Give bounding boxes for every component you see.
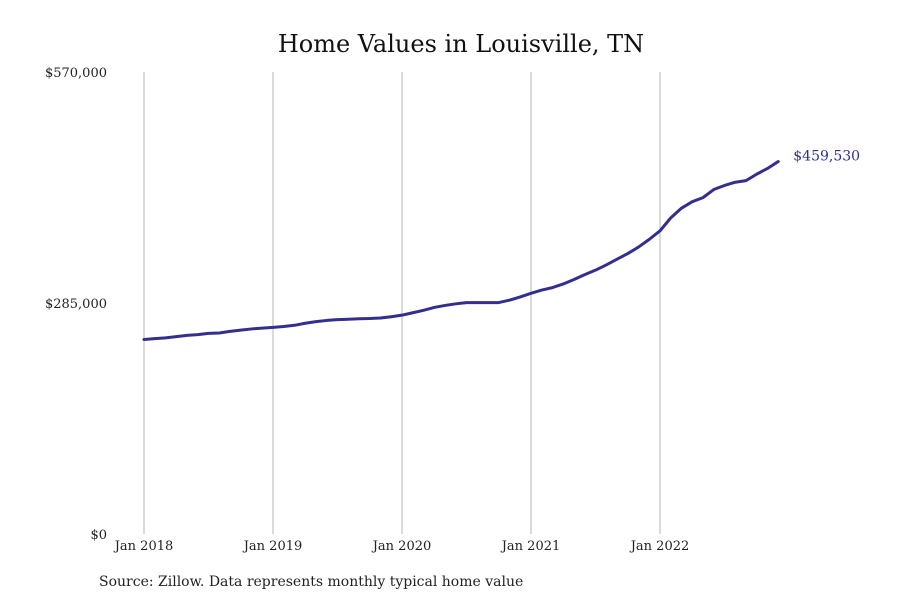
data-point [498,301,500,303]
data-point [637,246,639,248]
data-point [508,299,510,301]
x-tick-label: Jan 2021 [500,539,561,554]
data-point [143,338,145,340]
x-tick-label: Jan 2020 [371,539,432,554]
end-value-label: $459,530 [793,149,860,165]
data-point [573,278,575,280]
data-point [745,179,747,181]
data-point [283,325,285,327]
data-point [605,264,607,266]
data-point [293,324,295,326]
data-point [766,167,768,169]
data-point [659,230,661,232]
data-point [648,238,650,240]
data-point [207,332,209,334]
x-axis-ticks: Jan 2018 Jan 2019 Jan 2020 Jan 2021 Jan 2022 [113,539,690,554]
series-layer: $459,530 [142,149,860,341]
y-tick-label: $285,000 [45,297,107,312]
data-point [369,317,371,319]
gridlines [143,72,661,534]
data-point [627,252,629,254]
data-point [691,200,693,202]
data-point [616,258,618,260]
data-point [756,173,758,175]
data-point [315,320,317,322]
chart-title: Home Values in Louisville, TN [278,30,644,58]
data-point [476,301,478,303]
data-point [229,330,231,332]
data-point [734,181,736,183]
data-point [272,326,274,328]
data-point [530,292,532,294]
data-point [594,269,596,271]
x-tick-label: Jan 2018 [113,539,174,554]
data-point [444,304,446,306]
data-point [551,286,553,288]
data-point [379,317,381,319]
data-point [562,283,564,285]
series-line [142,160,780,341]
data-point [218,332,220,334]
y-tick-label: $570,000 [45,66,107,81]
data-point [186,334,188,336]
data-point [455,303,457,305]
x-tick-label: Jan 2019 [242,539,303,554]
data-point [422,309,424,311]
data-point [154,337,156,339]
data-point [250,328,252,330]
y-tick-label: $0 [90,528,107,543]
data-point [164,337,166,339]
data-point [326,319,328,321]
data-point [777,160,779,162]
data-point [175,335,177,337]
data-point [401,314,403,316]
data-point [713,188,715,190]
data-point [304,322,306,324]
data-point [702,196,704,198]
data-point [347,318,349,320]
data-point [680,207,682,209]
data-point [519,296,521,298]
data-point [433,306,435,308]
data-point [390,316,392,318]
data-point [723,184,725,186]
x-tick-label: Jan 2022 [629,539,690,554]
data-point [541,289,543,291]
data-point [670,217,672,219]
data-point [412,312,414,314]
data-point [240,329,242,331]
data-point [465,301,467,303]
data-point [261,327,263,329]
data-point [584,273,586,275]
y-axis-ticks: $0 $285,000 $570,000 [45,66,107,543]
data-point [487,301,489,303]
data-point [197,333,199,335]
source-note: Source: Zillow. Data represents monthly … [99,574,523,590]
data-point [358,318,360,320]
data-point [336,318,338,320]
